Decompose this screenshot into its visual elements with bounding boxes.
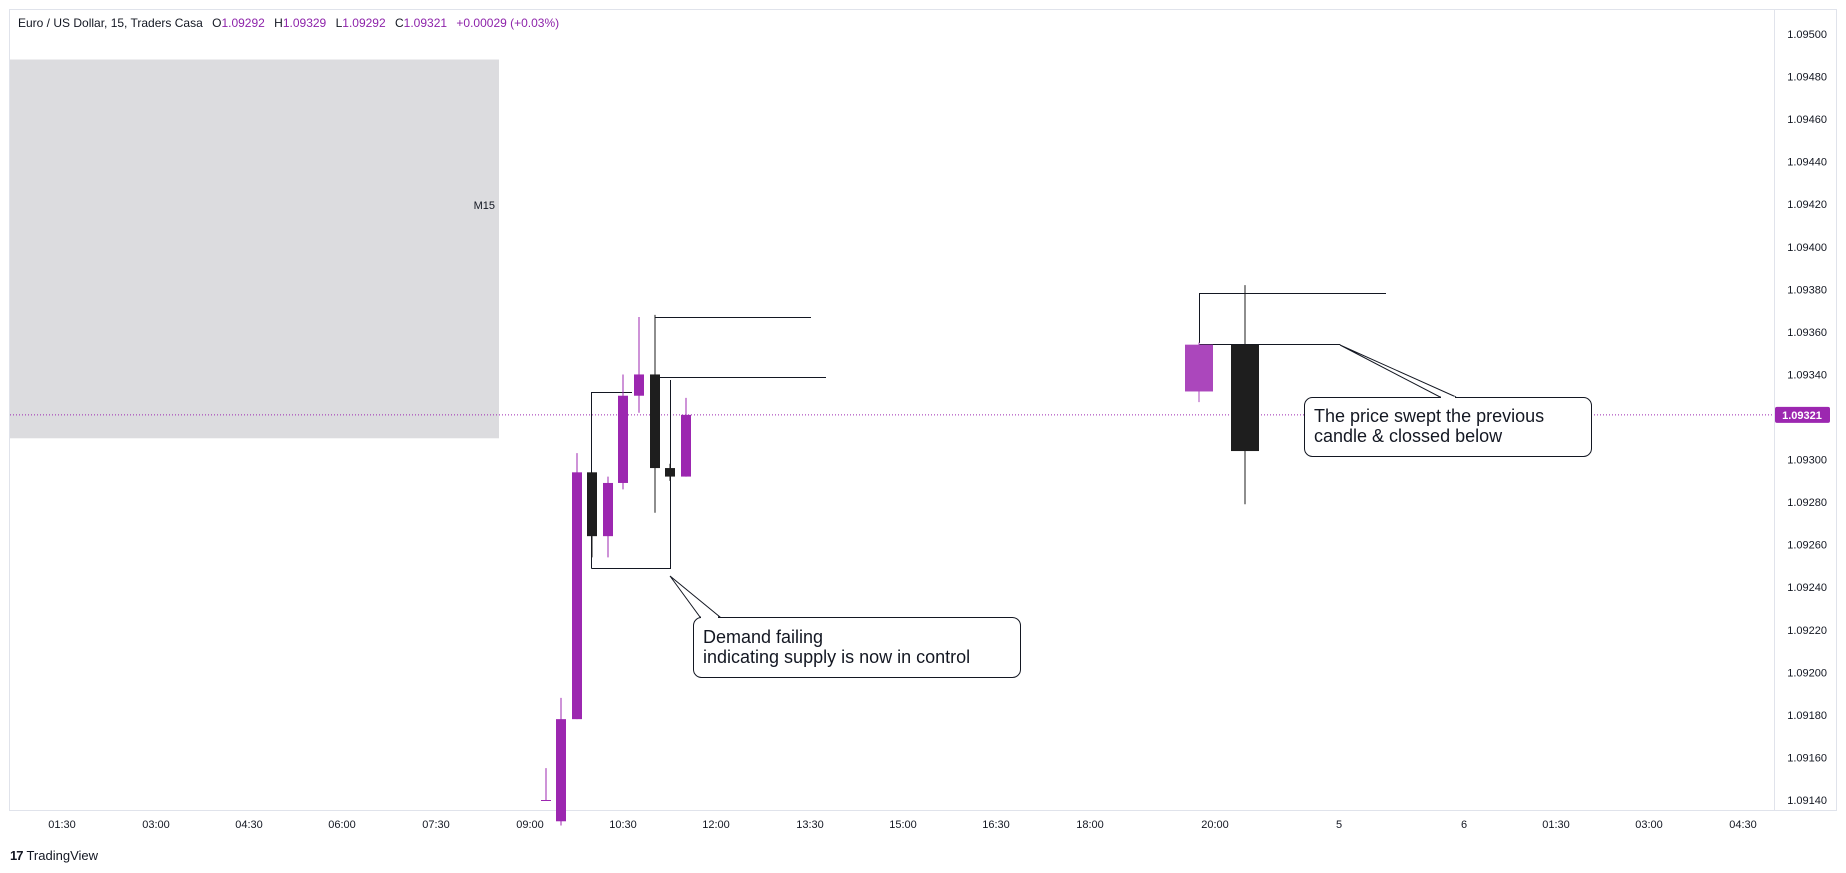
callout-pointer — [1339, 344, 1457, 398]
low-value: 1.09292 — [342, 16, 386, 30]
candle[interactable] — [650, 314, 660, 513]
candle-body — [681, 414, 691, 477]
price-tick-label: 1.09180 — [1787, 710, 1827, 722]
time-tick-label: 04:30 — [1729, 819, 1757, 831]
time-tick-label: 03:00 — [1635, 819, 1663, 831]
price-tick-label: 1.09140 — [1787, 795, 1827, 807]
candle-body — [603, 482, 613, 537]
price-tick-label: 1.09200 — [1787, 667, 1827, 679]
price-tick-label: 1.09260 — [1787, 540, 1827, 552]
candle-body — [634, 374, 644, 396]
price-tick-label: 1.09280 — [1787, 497, 1827, 509]
price-tick-label: 1.09300 — [1787, 455, 1827, 467]
m15-zone-label: M15 — [474, 200, 495, 212]
price-tick-label: 1.09160 — [1787, 752, 1827, 764]
candle-body — [1185, 344, 1213, 392]
candle[interactable] — [681, 397, 691, 477]
symbol-legend[interactable]: Euro / US Dollar, 15, Traders Casa O1.09… — [18, 16, 559, 30]
candles[interactable] — [541, 285, 1259, 826]
price-tick-label: 1.09220 — [1787, 625, 1827, 637]
close-value: 1.09321 — [403, 16, 448, 30]
price-tick-label: 1.09440 — [1787, 157, 1827, 169]
tradingview-logo-icon: 17 — [10, 848, 24, 863]
candle-body — [587, 472, 597, 537]
price-tick-label: 1.09500 — [1787, 29, 1827, 41]
low-label: L — [335, 16, 343, 30]
time-axis[interactable]: 01:30 03:00 04:30 06:00 07:30 09:00 10:30 12:00… — [10, 810, 1836, 832]
callout-line-1: The price swept the previous — [1314, 406, 1544, 426]
price-tick-label: 1.09420 — [1787, 199, 1827, 211]
price-axis[interactable]: 1.09500 1.09480 1.09460 1.09440 1.09420 1.094… — [1787, 29, 1827, 807]
m15-zone[interactable] — [10, 59, 499, 439]
candle-body — [1231, 344, 1259, 452]
candle[interactable] — [556, 697, 566, 826]
candle[interactable] — [603, 476, 613, 558]
candle-body — [618, 395, 628, 483]
open-label: O — [212, 16, 222, 30]
time-tick-label: 09:00 — [516, 819, 544, 831]
callout-line-1: Demand failing — [703, 627, 823, 647]
time-tick-label: 18:00 — [1076, 819, 1104, 831]
candle[interactable] — [1231, 285, 1259, 505]
candle-body — [556, 719, 566, 822]
time-tick-label: 5 — [1336, 819, 1342, 831]
callout-price-swept[interactable]: The price swept the previous candle & cl… — [1304, 344, 1592, 457]
time-tick-label: 01:30 — [48, 819, 76, 831]
candle-body — [572, 472, 582, 720]
time-tick-label: 12:00 — [702, 819, 730, 831]
candle-body — [665, 468, 675, 477]
last-price-tag-text: 1.09321 — [1782, 410, 1822, 422]
time-tick-label: 15:00 — [889, 819, 917, 831]
time-tick-label: 13:30 — [796, 819, 824, 831]
open-value: 1.09292 — [221, 16, 265, 30]
price-tick-label: 1.09400 — [1787, 242, 1827, 254]
time-tick-label: 04:30 — [235, 819, 263, 831]
price-tick-label: 1.09380 — [1787, 284, 1827, 296]
candle[interactable] — [634, 316, 644, 413]
time-tick-label: 16:30 — [982, 819, 1010, 831]
candle-body — [650, 374, 660, 469]
bracket-left-bottom — [591, 380, 671, 569]
candle[interactable] — [665, 463, 675, 481]
change-value: +0.00029 (+0.03%) — [456, 16, 560, 30]
close-label: C — [395, 16, 404, 30]
time-tick-label: 10:30 — [609, 819, 637, 831]
callout-box — [693, 617, 1021, 678]
time-tick-label: 03:00 — [142, 819, 170, 831]
time-tick-label: 07:30 — [422, 819, 450, 831]
callout-pointer — [669, 575, 722, 618]
candle[interactable] — [1185, 342, 1213, 403]
callout-line-2: candle & clossed below — [1314, 426, 1503, 446]
price-tick-label: 1.09480 — [1787, 72, 1827, 84]
candle[interactable] — [618, 374, 628, 490]
price-tick-label: 1.09460 — [1787, 114, 1827, 126]
high-label: H — [274, 16, 283, 30]
candle[interactable] — [572, 453, 582, 720]
time-tick-label: 20:00 — [1201, 819, 1229, 831]
bracket-right-structure — [1199, 293, 1386, 343]
tradingview-logo[interactable]: 17 TradingView — [10, 848, 98, 863]
time-tick-label: 01:30 — [1542, 819, 1570, 831]
symbol-name: Euro / US Dollar, 15, Traders Casa — [18, 16, 203, 30]
callout-demand-failing[interactable]: Demand failing indicating supply is now … — [669, 575, 1021, 678]
candle-body — [541, 800, 551, 801]
structure-lines — [591, 293, 1386, 569]
price-tick-label: 1.09240 — [1787, 582, 1827, 594]
last-price-tag — [1775, 406, 1830, 423]
high-value: 1.09329 — [282, 16, 327, 30]
candle[interactable] — [587, 472, 597, 558]
time-tick-label: 6 — [1461, 819, 1467, 831]
tradingview-logo-text: TradingView — [26, 848, 99, 863]
price-tick-label: 1.09360 — [1787, 327, 1827, 339]
callout-line-2: indicating supply is now in control — [703, 647, 970, 667]
candle[interactable] — [541, 768, 551, 801]
time-tick-label: 06:00 — [328, 819, 356, 831]
price-tick-label: 1.09340 — [1787, 369, 1827, 381]
